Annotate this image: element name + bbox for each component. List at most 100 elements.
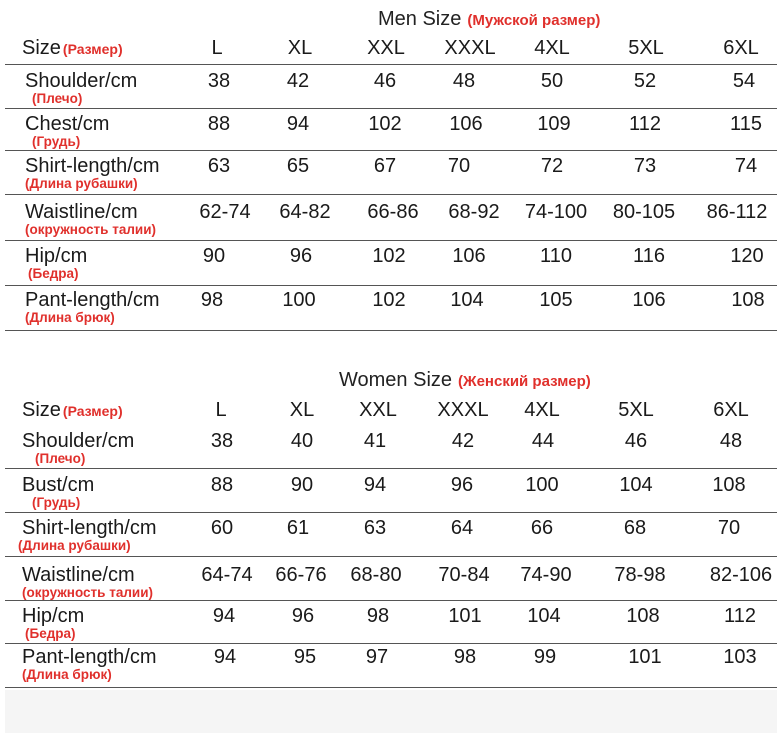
table-cell: 95 xyxy=(293,646,317,668)
women-size-col: XXXL xyxy=(437,399,489,421)
size-label: Size xyxy=(22,399,61,421)
table-cell: 64-74 xyxy=(201,564,253,586)
table-cell: 109 xyxy=(537,113,571,135)
table-cell: 99 xyxy=(533,646,557,668)
table-cell: 110 xyxy=(540,245,572,267)
row-label-ru: (Плечо) xyxy=(32,91,83,106)
table-cell: 106 xyxy=(632,289,666,311)
table-cell: 48 xyxy=(452,70,476,92)
row-label-ru: (окружность талии) xyxy=(25,222,156,237)
row-label-ru: (Грудь) xyxy=(32,495,81,510)
table-cell: 60 xyxy=(210,517,234,539)
table-cell: 86-112 xyxy=(706,201,768,223)
row-label: Waistline/cm xyxy=(25,201,138,223)
table-cell: 73 xyxy=(633,155,657,177)
row-label: Shirt-length/cm xyxy=(22,517,157,539)
men-size-col: L xyxy=(211,37,223,59)
table-cell: 96 xyxy=(289,245,313,267)
row-label-ru: (Длина рубашки) xyxy=(18,538,131,553)
row-label: Pant-length/cm xyxy=(25,289,160,311)
row-label: Hip/cm xyxy=(22,605,85,627)
row-label: Chest/cm xyxy=(25,113,110,135)
table-cell: 98 xyxy=(200,289,224,311)
row-label: Shirt-length/cm xyxy=(25,155,160,177)
row-label: Hip/cm xyxy=(25,245,88,267)
table-cell: 116 xyxy=(633,245,665,267)
table-cell: 115 xyxy=(730,113,762,135)
table-cell: 106 xyxy=(449,113,483,135)
row-label-ru: (Бедра) xyxy=(28,266,79,281)
table-cell: 67 xyxy=(373,155,397,177)
table-cell: 63 xyxy=(207,155,231,177)
table-cell: 48 xyxy=(719,430,743,452)
row-label-ru: (Длина рубашки) xyxy=(25,176,138,191)
table-cell: 102 xyxy=(368,113,402,135)
table-cell: 94 xyxy=(363,474,387,496)
table-cell: 98 xyxy=(453,646,477,668)
divider xyxy=(5,64,777,65)
divider xyxy=(5,556,777,557)
table-cell: 112 xyxy=(629,113,661,135)
table-cell: 41 xyxy=(363,430,387,452)
table-cell: 65 xyxy=(286,155,310,177)
table-cell: 90 xyxy=(290,474,314,496)
table-cell: 103 xyxy=(723,646,757,668)
table-cell: 74-90 xyxy=(520,564,572,586)
men-size-col: 5XL xyxy=(628,37,664,59)
table-cell: 80-105 xyxy=(612,201,676,223)
row-label-ru: (Длина брюк) xyxy=(22,667,112,682)
table-cell: 96 xyxy=(450,474,474,496)
table-cell: 94 xyxy=(286,113,310,135)
table-cell: 94 xyxy=(212,605,236,627)
table-cell: 62-74 xyxy=(199,201,251,223)
table-cell: 112 xyxy=(724,605,756,627)
table-cell: 44 xyxy=(531,430,555,452)
men-size-col: 6XL xyxy=(723,37,759,59)
table-cell: 101 xyxy=(628,646,662,668)
women-title-ru: (Женский размер) xyxy=(458,373,591,390)
size-label: Size xyxy=(22,37,61,59)
table-cell: 40 xyxy=(290,430,314,452)
women-title-en: Women Size xyxy=(339,369,453,391)
table-cell: 105 xyxy=(539,289,573,311)
women-size-col: XL xyxy=(289,399,315,421)
men-size-col: XXL xyxy=(367,37,405,59)
table-cell: 70 xyxy=(447,155,471,177)
table-cell: 68-80 xyxy=(350,564,402,586)
women-size-col: L xyxy=(215,399,227,421)
table-cell: 106 xyxy=(452,245,486,267)
men-title-ru: (Мужской размер) xyxy=(467,12,601,29)
table-cell: 78-98 xyxy=(614,564,666,586)
table-cell: 88 xyxy=(207,113,231,135)
table-cell: 46 xyxy=(624,430,648,452)
row-label: Waistline/cm xyxy=(22,564,135,586)
row-label-ru: (Бедра) xyxy=(25,626,76,641)
table-cell: 46 xyxy=(373,70,397,92)
table-cell: 42 xyxy=(451,430,475,452)
table-cell: 100 xyxy=(282,289,316,311)
table-cell: 68 xyxy=(623,517,647,539)
row-label-ru: (окружность талии) xyxy=(22,585,153,600)
table-cell: 66 xyxy=(530,517,554,539)
table-cell: 88 xyxy=(210,474,234,496)
table-cell: 66-86 xyxy=(367,201,419,223)
divider xyxy=(5,512,777,513)
table-cell: 70-84 xyxy=(438,564,490,586)
row-label-ru: (Плечо) xyxy=(35,451,86,466)
table-cell: 108 xyxy=(626,605,660,627)
table-cell: 74-100 xyxy=(524,201,588,223)
row-label-ru: (Длина брюк) xyxy=(25,310,115,325)
divider xyxy=(5,108,777,109)
table-cell: 38 xyxy=(207,70,231,92)
row-label: Bust/cm xyxy=(22,474,95,496)
row-label-ru: (Грудь) xyxy=(32,134,81,149)
table-cell: 96 xyxy=(291,605,315,627)
men-size-header-label: Size (Размер) xyxy=(22,37,123,60)
table-cell: 38 xyxy=(210,430,234,452)
women-size-header-label: Size (Размер) xyxy=(22,399,123,422)
table-cell: 54 xyxy=(732,70,756,92)
divider xyxy=(5,687,777,688)
men-size-col: XL xyxy=(287,37,313,59)
table-cell: 100 xyxy=(525,474,559,496)
divider xyxy=(5,194,777,195)
